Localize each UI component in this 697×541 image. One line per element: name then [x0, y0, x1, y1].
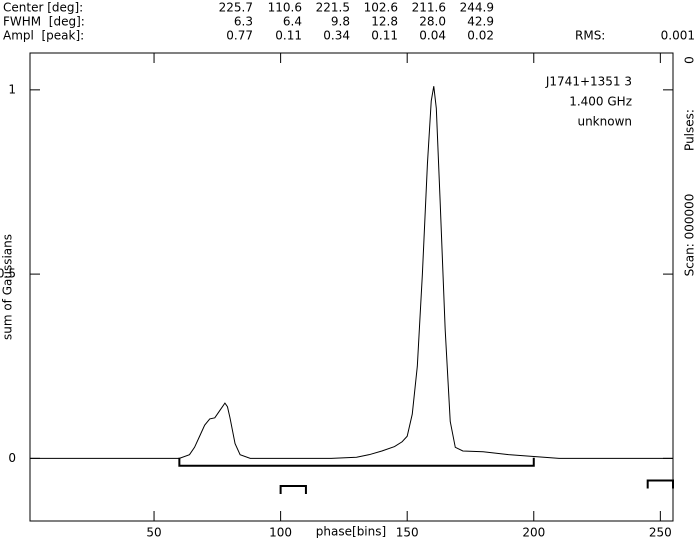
- header-value: 28.0: [419, 15, 446, 29]
- header-value: 0.02: [467, 29, 494, 43]
- header-value: 0.34: [323, 29, 350, 43]
- header-value: 12.8: [371, 15, 398, 29]
- x-tick-label: 250: [649, 526, 672, 540]
- y-axis-label: sum of Gaussians: [1, 234, 15, 340]
- y-tick-label: 0.5: [0, 267, 16, 281]
- header-value: 42.9: [467, 15, 494, 29]
- header-value: 0.77: [226, 29, 253, 43]
- side-text: 0: [683, 56, 697, 64]
- header-value: 0.11: [371, 29, 398, 43]
- rms-value: 0.001: [661, 29, 695, 43]
- x-tick-label: 150: [396, 526, 419, 540]
- x-tick-label: 50: [146, 526, 161, 540]
- y-tick-label: 1: [8, 82, 16, 96]
- header-value: 0.11: [275, 29, 302, 43]
- rms-label: RMS:: [575, 29, 605, 43]
- header-value: 6.4: [283, 15, 302, 29]
- legend-text: 1.400 GHz: [569, 95, 632, 109]
- side-text: Pulses:: [683, 109, 697, 151]
- header-value: 110.6: [268, 1, 302, 15]
- header-value: 225.7: [219, 1, 253, 15]
- header-value: 221.5: [316, 1, 350, 15]
- legend-text: J1741+1351 3: [545, 75, 632, 89]
- window-bracket: [646, 479, 674, 489]
- x-tick-label: 100: [269, 526, 292, 540]
- y-tick-label: 0: [8, 451, 16, 465]
- header-value: 102.6: [364, 1, 398, 15]
- window-bracket: [279, 484, 307, 494]
- header-value: 0.04: [419, 29, 446, 43]
- header-value: 6.3: [234, 15, 253, 29]
- header-label: Center [deg]:: [3, 1, 83, 15]
- profile-line: [30, 86, 673, 459]
- header-value: 9.8: [331, 15, 350, 29]
- side-text: Scan: 000000: [683, 194, 697, 277]
- header-value: 211.6: [412, 1, 446, 15]
- header-label: FWHM [deg]:: [3, 15, 85, 29]
- legend-text: unknown: [577, 115, 632, 129]
- plot-frame: [29, 52, 674, 522]
- x-tick-label: 200: [522, 526, 545, 540]
- header-value: 244.9: [460, 1, 494, 15]
- window-bracket: [178, 457, 535, 467]
- header-label: Ampl [peak]:: [3, 29, 84, 43]
- x-axis-label: phase[bins]: [316, 525, 386, 539]
